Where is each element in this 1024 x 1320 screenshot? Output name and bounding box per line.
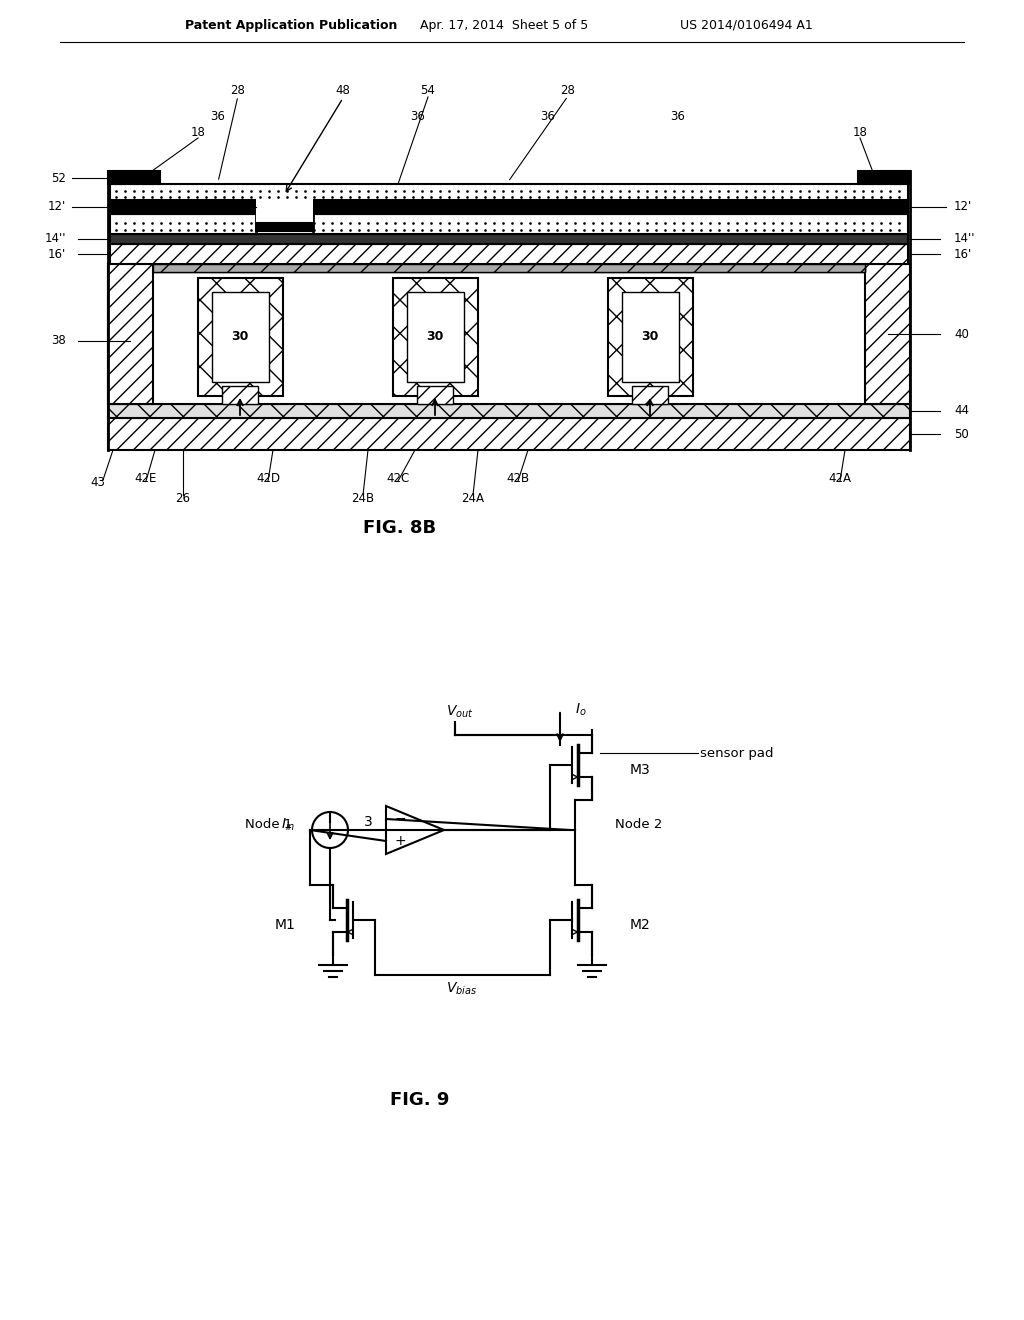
- Text: M2: M2: [630, 917, 650, 932]
- Bar: [256, 223, 313, 231]
- Text: 16': 16': [954, 248, 972, 260]
- Bar: [153, 264, 865, 272]
- Text: 28: 28: [230, 84, 246, 98]
- Text: 52: 52: [51, 172, 66, 185]
- Text: 18: 18: [853, 127, 867, 140]
- Text: −: −: [394, 812, 406, 826]
- Text: 36: 36: [541, 110, 555, 123]
- Text: 40: 40: [954, 327, 969, 341]
- Bar: [858, 172, 910, 183]
- Text: M1: M1: [274, 917, 295, 932]
- Text: 30: 30: [641, 330, 658, 343]
- Text: 24A: 24A: [462, 491, 484, 504]
- Text: 48: 48: [336, 84, 350, 98]
- Bar: [153, 264, 865, 272]
- Bar: [110, 201, 256, 214]
- Text: 44: 44: [954, 404, 969, 417]
- Text: 42C: 42C: [386, 471, 410, 484]
- Text: 36: 36: [211, 110, 225, 123]
- Text: $V_{bias}$: $V_{bias}$: [446, 981, 477, 997]
- Text: 42E: 42E: [135, 471, 158, 484]
- Text: 3: 3: [364, 814, 373, 829]
- Bar: [108, 404, 910, 418]
- Text: Node 2: Node 2: [615, 818, 663, 832]
- Bar: [212, 292, 269, 381]
- Text: Node 1: Node 1: [245, 818, 293, 832]
- Bar: [417, 385, 453, 404]
- Bar: [108, 264, 153, 404]
- Bar: [108, 172, 160, 183]
- Bar: [407, 292, 464, 381]
- Text: 54: 54: [421, 84, 435, 98]
- Text: 42D: 42D: [256, 471, 280, 484]
- Text: 36: 36: [411, 110, 425, 123]
- Text: 14'': 14'': [954, 232, 976, 246]
- Bar: [608, 279, 693, 396]
- Bar: [110, 244, 908, 264]
- Text: 16': 16': [48, 248, 66, 260]
- Bar: [865, 264, 910, 404]
- Text: $I_o$: $I_o$: [575, 702, 587, 718]
- Text: +: +: [394, 834, 406, 847]
- Text: 50: 50: [954, 428, 969, 441]
- Text: 12': 12': [48, 201, 66, 214]
- Bar: [108, 418, 910, 450]
- Bar: [110, 183, 908, 201]
- Text: 18: 18: [190, 127, 206, 140]
- Text: 30: 30: [231, 330, 249, 343]
- Bar: [313, 201, 908, 214]
- Text: 12': 12': [954, 201, 972, 214]
- Bar: [622, 292, 679, 381]
- Text: Patent Application Publication: Patent Application Publication: [185, 18, 397, 32]
- Bar: [222, 385, 258, 404]
- Bar: [393, 279, 478, 396]
- Text: 43: 43: [90, 477, 105, 490]
- Bar: [198, 279, 283, 396]
- Text: FIG. 9: FIG. 9: [390, 1092, 450, 1109]
- Text: 24B: 24B: [351, 491, 375, 504]
- Text: 26: 26: [175, 491, 190, 504]
- Text: US 2014/0106494 A1: US 2014/0106494 A1: [680, 18, 813, 32]
- Text: 30: 30: [426, 330, 443, 343]
- Text: M3: M3: [630, 763, 650, 777]
- Text: 38: 38: [51, 334, 66, 347]
- Text: FIG. 8B: FIG. 8B: [364, 519, 436, 537]
- Bar: [108, 264, 910, 404]
- Text: 42A: 42A: [828, 471, 852, 484]
- Text: 42B: 42B: [507, 471, 529, 484]
- Bar: [256, 198, 313, 231]
- Text: sensor pad: sensor pad: [700, 747, 773, 759]
- Text: $I_{in}$: $I_{in}$: [281, 817, 295, 833]
- Bar: [110, 214, 908, 234]
- Text: 36: 36: [671, 110, 685, 123]
- Bar: [110, 234, 908, 244]
- Text: 14': 14': [170, 201, 188, 214]
- Text: 14'': 14'': [44, 232, 66, 246]
- Text: Apr. 17, 2014  Sheet 5 of 5: Apr. 17, 2014 Sheet 5 of 5: [420, 18, 588, 32]
- Text: $V_{out}$: $V_{out}$: [446, 704, 474, 721]
- Bar: [632, 385, 668, 404]
- Text: 28: 28: [560, 84, 575, 98]
